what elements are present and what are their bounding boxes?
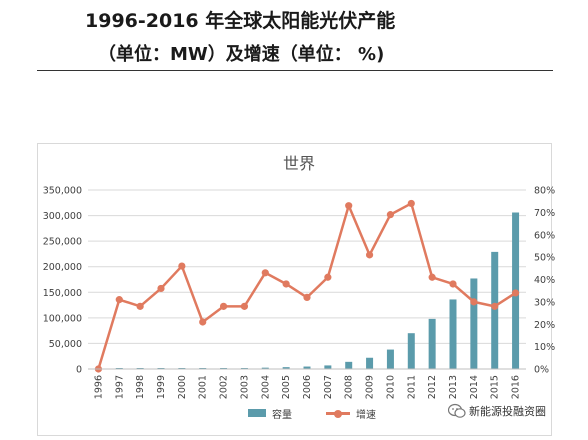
x-tick-label: 2003	[239, 375, 250, 399]
y-right-tick-label: 50%	[534, 253, 555, 264]
y-left-tick-label: 300,000	[43, 211, 82, 222]
growth-point	[511, 289, 520, 297]
y-right-tick-label: 30%	[534, 297, 555, 308]
y-left-tick-label: 100,000	[43, 313, 82, 324]
y-left-tick-label: 150,000	[43, 288, 82, 299]
growth-point	[345, 202, 353, 210]
x-tick-label: 2013	[448, 375, 459, 399]
growth-point	[157, 284, 165, 293]
y-right-tick-label: 60%	[534, 230, 555, 241]
x-tick-label: 1997	[114, 375, 125, 399]
bar-capacity	[261, 367, 269, 369]
x-tick-label: 2016	[511, 375, 522, 399]
wechat-icon	[448, 403, 466, 418]
page-title: 1996-2016 年全球太阳能光伏产能	[85, 10, 396, 32]
x-tick-label: 2009	[365, 375, 376, 399]
bar-capacity	[345, 361, 353, 369]
page-subtitle: （单位：MW）及增速（单位： %)	[98, 44, 385, 65]
growth-point	[240, 302, 249, 310]
growth-point	[261, 269, 269, 277]
growth-point	[470, 298, 478, 306]
growth-point	[136, 302, 144, 310]
growth-point	[303, 293, 311, 301]
growth-point	[428, 273, 436, 281]
x-tick-label: 1999	[156, 375, 167, 399]
x-tick-label: 2011	[406, 375, 417, 399]
growth-point	[282, 280, 290, 288]
chart-title: 世界	[282, 154, 315, 173]
title-divider	[37, 70, 553, 71]
bar-capacity	[407, 333, 415, 369]
bar-capacity	[491, 251, 499, 369]
bar-capacity	[366, 357, 374, 369]
growth-point	[199, 318, 207, 326]
bar-capacity	[282, 367, 290, 369]
chart-frame	[37, 143, 552, 436]
bar-capacity	[303, 366, 311, 369]
x-tick-label: 2014	[469, 375, 480, 399]
left-axis: 0 50,000 100,000 150,000 200,000 250,000 300,0…	[43, 186, 82, 376]
growth-point	[386, 211, 395, 219]
x-tick-label: 2007	[323, 375, 334, 399]
x-tick-label: 2006	[302, 375, 313, 399]
growth-point	[407, 199, 415, 208]
x-tick-label: 2012	[427, 375, 438, 399]
grid-lines	[88, 189, 526, 370]
legend-bar-swatch	[248, 409, 266, 417]
x-tick-label: 2008	[344, 375, 355, 399]
right-axis: 0% 10% 20% 30% 40% 50% 60% 70% 80%	[534, 186, 555, 376]
legend-label: 增速	[356, 410, 376, 421]
y-right-tick-label: 0%	[534, 365, 549, 376]
x-tick-label: 2005	[281, 375, 292, 399]
growth-point	[178, 262, 186, 270]
bar-capacity	[324, 365, 332, 369]
x-tick-label: 1998	[135, 375, 146, 399]
y-left-tick-label: 50,000	[49, 339, 82, 350]
watermark-text: 新能源投融资圈	[469, 405, 546, 418]
x-tick-label: 2002	[219, 375, 230, 399]
growth-point	[449, 280, 457, 288]
bar-capacity	[428, 318, 436, 369]
x-tick-label: 2001	[198, 375, 209, 399]
watermark: 新能源投融资圈	[448, 403, 546, 419]
legend-label: 容量	[272, 410, 292, 421]
y-left-tick-label: 250,000	[43, 237, 82, 248]
growth-point	[491, 302, 499, 310]
growth-point	[219, 302, 228, 310]
y-right-tick-label: 70%	[534, 208, 555, 219]
bar-capacity	[470, 278, 478, 369]
growth-point	[365, 251, 374, 259]
y-right-tick-label: 40%	[534, 275, 555, 286]
x-tick-label: 2004	[260, 375, 271, 399]
x-axis: 1996 1997 1998 1999 2000 2001 2002 2003 2004 2005…	[88, 368, 526, 399]
x-tick-label: 2000	[177, 375, 188, 399]
x-tick-label: 2010	[385, 375, 396, 399]
y-right-tick-label: 80%	[534, 186, 555, 197]
legend-marker-swatch	[334, 410, 342, 418]
growth-point	[324, 273, 332, 281]
bar-capacity	[386, 349, 394, 369]
y-left-tick-label: 200,000	[43, 262, 82, 273]
x-tick-label: 1996	[93, 375, 104, 399]
y-left-tick-label: 0	[76, 365, 82, 376]
growth-point	[115, 296, 123, 304]
y-right-tick-label: 10%	[534, 342, 555, 353]
x-tick-label: 2015	[490, 375, 501, 399]
y-left-tick-label: 350,000	[43, 186, 82, 197]
bar-capacity	[449, 299, 457, 369]
y-right-tick-label: 20%	[534, 320, 555, 331]
